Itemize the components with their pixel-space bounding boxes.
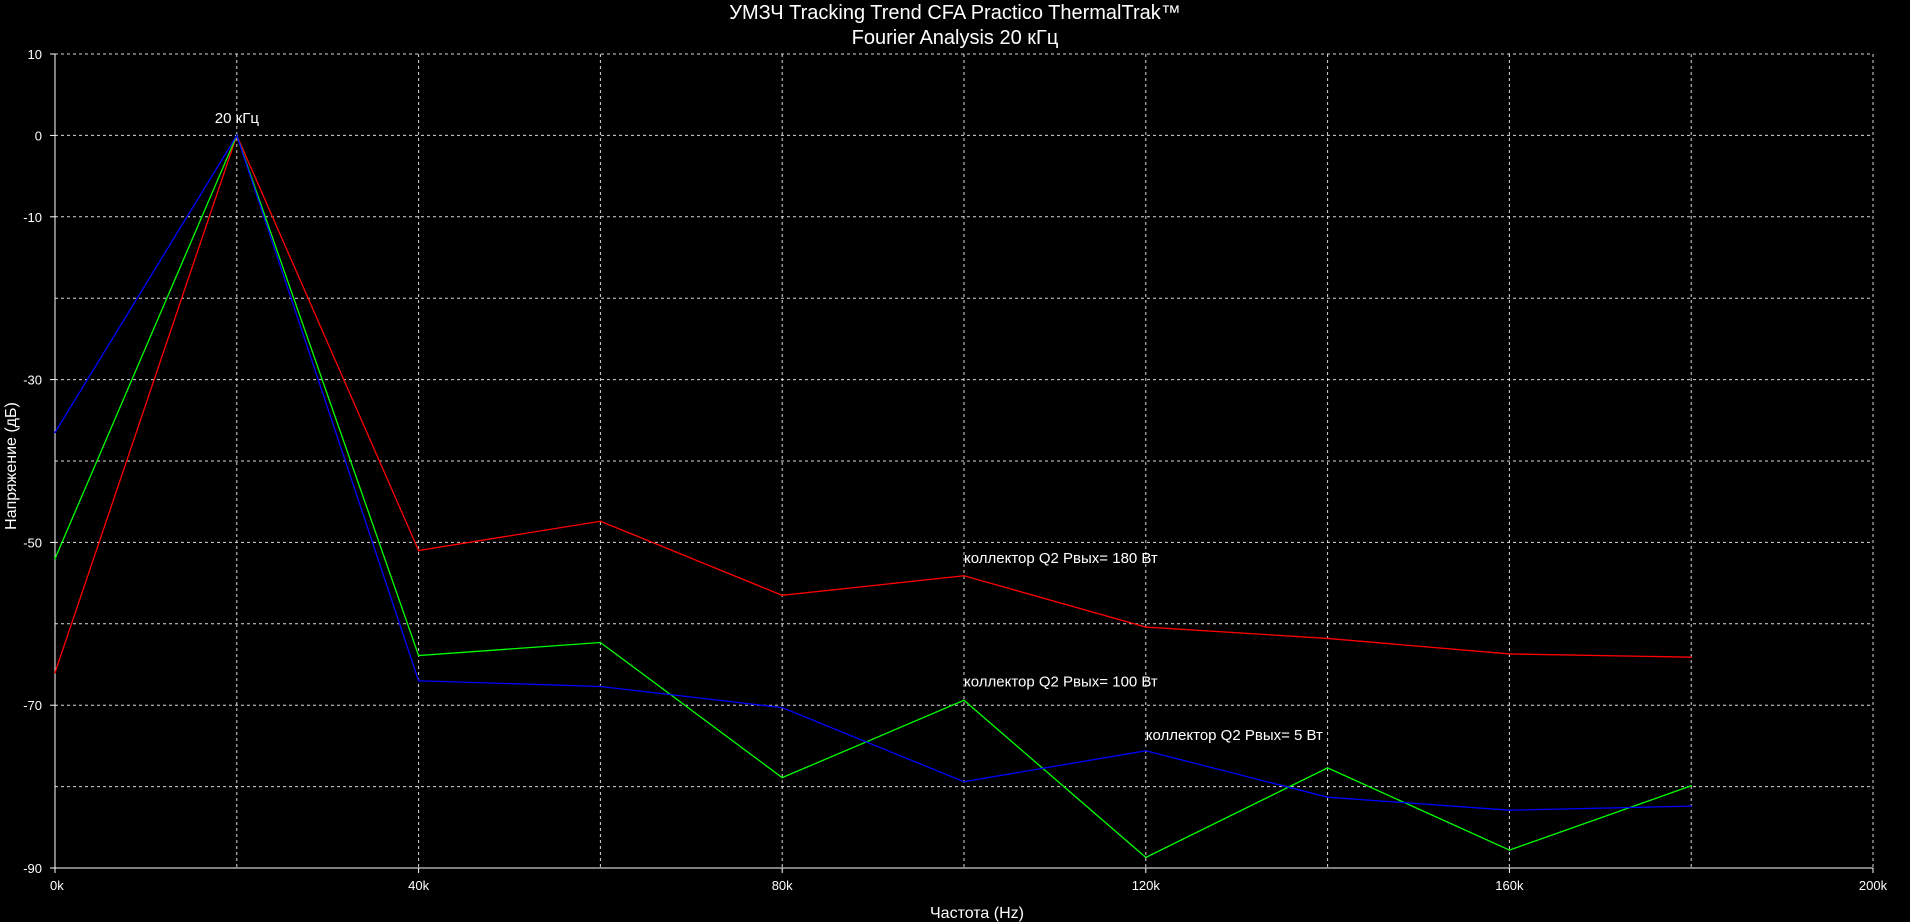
annotation-label: коллектор Q2 Pвых= 100 Вт bbox=[964, 673, 1158, 690]
series-line-1 bbox=[54, 133, 1692, 859]
data-point bbox=[599, 641, 602, 644]
y-tick-label: -30 bbox=[23, 373, 42, 388]
x-tick-label: 40k bbox=[408, 878, 429, 893]
data-point bbox=[1690, 656, 1692, 658]
data-point bbox=[781, 594, 783, 597]
x-tick-label: 200k bbox=[1859, 878, 1888, 893]
data-point bbox=[963, 780, 965, 783]
data-point bbox=[599, 685, 602, 688]
x-tick-label: 80k bbox=[772, 878, 793, 893]
y-tick-label: -90 bbox=[23, 861, 42, 876]
x-tick-label: 0k bbox=[50, 878, 64, 893]
data-point bbox=[417, 549, 420, 552]
data-point bbox=[1145, 626, 1147, 628]
annotation-label: коллектор Q2 Pвых= 180 Вт bbox=[964, 550, 1158, 567]
data-point bbox=[417, 679, 420, 682]
data-point bbox=[1690, 805, 1692, 807]
data-point bbox=[1508, 809, 1511, 812]
data-point bbox=[781, 776, 783, 779]
data-point bbox=[236, 134, 238, 137]
data-point bbox=[417, 654, 420, 657]
data-point bbox=[1508, 653, 1511, 655]
data-point bbox=[1326, 767, 1329, 769]
data-point bbox=[963, 574, 965, 577]
data-point bbox=[1508, 849, 1511, 851]
annotation-label: коллектор Q2 Pвых= 5 Вт bbox=[1146, 727, 1323, 744]
annotation-label: 20 кГц bbox=[215, 110, 260, 127]
data-point bbox=[54, 431, 56, 434]
data-point bbox=[599, 520, 602, 523]
data-point bbox=[1326, 637, 1329, 640]
chart-subtitle: Fourier Analysis 20 кГц bbox=[851, 27, 1059, 49]
data-point bbox=[1145, 749, 1147, 752]
y-tick-label: 10 bbox=[28, 47, 42, 62]
y-tick-label: -10 bbox=[23, 210, 42, 225]
x-tick-label: 160k bbox=[1495, 878, 1524, 893]
data-point bbox=[1145, 856, 1147, 859]
data-point bbox=[1690, 784, 1692, 787]
data-point bbox=[54, 557, 56, 560]
series-line-2 bbox=[54, 133, 1692, 811]
data-point bbox=[54, 671, 56, 674]
chart-title: УМЗЧ Tracking Trend CFA Practico Thermal… bbox=[729, 2, 1181, 24]
y-tick-label: 0 bbox=[35, 128, 42, 143]
y-axis-label: Напряжение (дБ) bbox=[3, 402, 20, 530]
x-axis-label: Частота (Hz) bbox=[930, 905, 1024, 922]
y-tick-label: -70 bbox=[23, 698, 42, 713]
series-line-0 bbox=[54, 133, 1692, 673]
data-point bbox=[1326, 796, 1329, 798]
x-tick-label: 120k bbox=[1132, 878, 1161, 893]
data-point bbox=[781, 706, 783, 709]
data-point bbox=[963, 699, 965, 702]
y-tick-label: -50 bbox=[23, 535, 42, 550]
